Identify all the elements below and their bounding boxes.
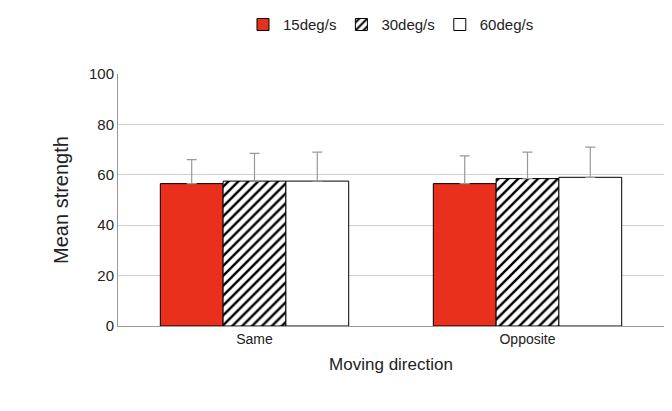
svg-text:60deg/s: 60deg/s (480, 16, 533, 33)
svg-text:20: 20 (97, 267, 114, 284)
svg-text:15deg/s: 15deg/s (283, 16, 336, 33)
svg-text:Mean strength: Mean strength (50, 136, 72, 264)
svg-text:Moving direction: Moving direction (329, 355, 453, 374)
svg-text:0: 0 (106, 317, 114, 334)
svg-text:60: 60 (97, 166, 114, 183)
svg-text:80: 80 (97, 116, 114, 133)
svg-text:30deg/s: 30deg/s (381, 16, 434, 33)
svg-text:100: 100 (89, 65, 114, 82)
svg-text:Opposite: Opposite (499, 331, 555, 347)
svg-text:Same: Same (236, 331, 273, 347)
svg-text:40: 40 (97, 216, 114, 233)
